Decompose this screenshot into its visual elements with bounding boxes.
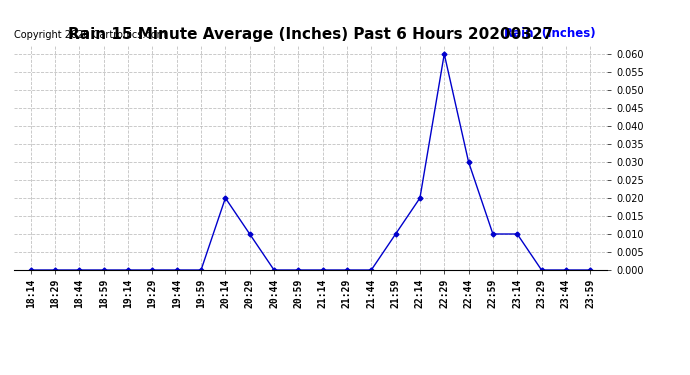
Title: Rain 15 Minute Average (Inches) Past 6 Hours 20200327: Rain 15 Minute Average (Inches) Past 6 H… bbox=[68, 27, 553, 42]
Text: Rain  (Inches): Rain (Inches) bbox=[504, 27, 595, 40]
Text: Copyright 2020 Cartronics.com: Copyright 2020 Cartronics.com bbox=[14, 30, 166, 40]
